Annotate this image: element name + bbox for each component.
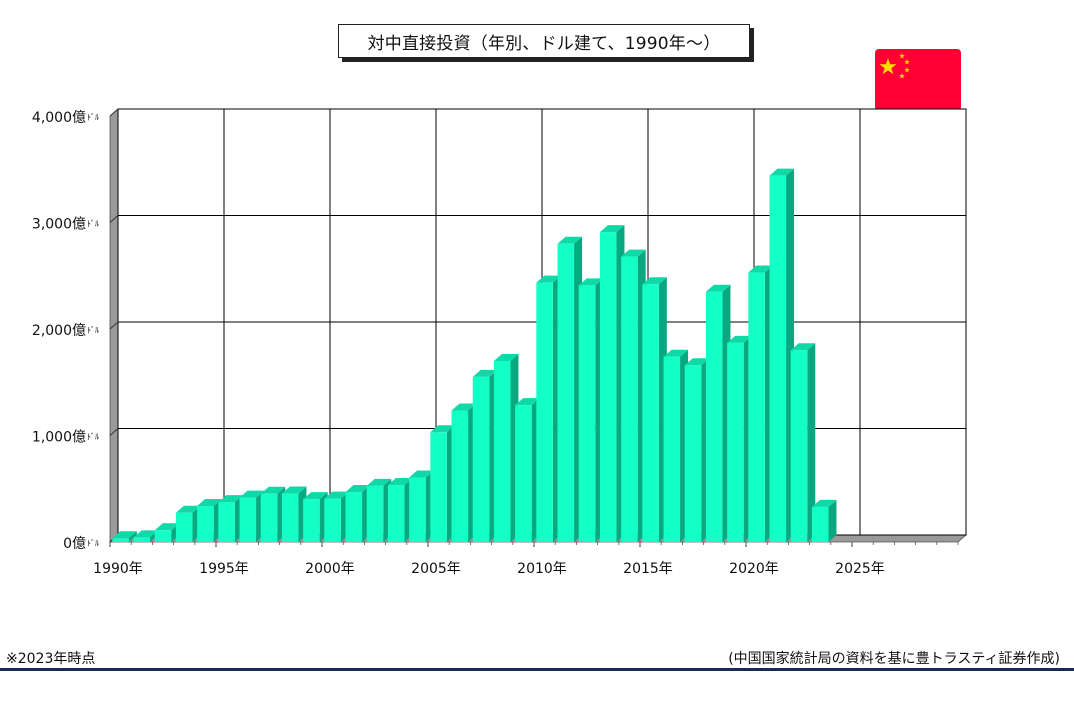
source-note: (中国国家統計局の資料を基に豊トラスティ証券作成): [728, 651, 1060, 667]
bar-2006: [451, 410, 469, 542]
bar-2017: [684, 365, 702, 542]
bar-top-2007: [472, 369, 498, 377]
bar-1996: [239, 497, 257, 542]
bar-top-2014: [621, 249, 646, 257]
bar-top-2023: [811, 499, 837, 507]
bar-2000: [324, 498, 341, 542]
bar-top-1999: [303, 492, 328, 500]
bar-top-1996: [239, 490, 265, 498]
bar-side-2022: [807, 343, 816, 542]
bar-2016: [663, 356, 681, 542]
bar-2014: [621, 256, 638, 542]
bar-1992: [154, 530, 172, 542]
chart-title: 対中直接投資（年別、ドル建て、1990年～）: [338, 24, 750, 58]
x-tick-label-5: 2015年: [623, 561, 673, 577]
x-tick-label-2: 2000年: [305, 561, 355, 577]
y-tick-label-1: 1,000億: [32, 430, 86, 446]
bar-top-2001: [345, 485, 371, 493]
y-tick-unit-0: ﾄﾞﾙ: [87, 539, 99, 548]
bar-side-2023: [828, 499, 837, 542]
bar-2009: [515, 405, 532, 542]
bar-top-2003: [387, 478, 413, 486]
bar-2010: [536, 282, 553, 542]
gridline-y-side-4: [109, 108, 119, 117]
y-tick-unit-1: ﾄﾞﾙ: [87, 433, 99, 442]
bar-top-2000: [324, 491, 349, 499]
bar-2021: [769, 175, 787, 542]
y-tick-label-3: 3,000億: [32, 217, 86, 233]
bar-top-2005: [430, 425, 455, 433]
bar-2013: [599, 232, 617, 542]
bar-2023: [811, 506, 829, 542]
bar-2002: [366, 485, 384, 542]
bar-top-2020: [748, 265, 773, 273]
bar-top-2004: [409, 470, 434, 478]
bar-2022: [790, 350, 808, 542]
bar-2011: [557, 243, 575, 543]
x-tick-label-1: 1995年: [199, 561, 249, 577]
x-tick-label-7: 2025年: [835, 561, 885, 577]
bar-top-2015: [642, 277, 667, 285]
bar-top-1990: [112, 531, 137, 539]
bar-1990: [112, 538, 129, 542]
bar-top-2006: [451, 403, 477, 411]
bar-top-2010: [536, 275, 561, 283]
bar-top-2009: [515, 398, 540, 406]
bar-top-2022: [790, 343, 816, 351]
bar-top-2008: [493, 353, 519, 361]
bar-top-1993: [175, 505, 201, 513]
footnote: ※2023年時点: [6, 651, 96, 667]
bar-2020: [748, 272, 765, 542]
bar-top-1991: [133, 530, 159, 538]
bar-top-2016: [663, 349, 689, 357]
bar-1998: [281, 493, 299, 542]
bar-2018: [705, 291, 723, 542]
bar-1997: [260, 493, 278, 542]
y-tick-label-4: 4,000億: [32, 110, 86, 126]
bar-chart: 0億 ﾄﾞﾙ1,000億 ﾄﾞﾙ2,000億 ﾄﾞﾙ3,000億 ﾄﾞﾙ4,000億 ﾄﾞ…: [32, 108, 968, 577]
y-tick-unit-2: ﾄﾞﾙ: [87, 326, 99, 335]
bar-1999: [303, 499, 320, 542]
bar-2004: [409, 477, 426, 542]
bar-top-2011: [557, 236, 583, 244]
bar-2008: [493, 360, 511, 542]
bar-top-2017: [684, 358, 710, 366]
bar-1994: [197, 506, 214, 542]
gridline-y-side-1: [109, 428, 119, 436]
bar-1993: [175, 512, 193, 542]
bar-2001: [345, 492, 363, 542]
bar-top-1992: [154, 523, 180, 531]
bar-2019: [727, 342, 744, 542]
y-tick-unit-3: ﾄﾞﾙ: [87, 220, 99, 229]
bar-1995: [218, 502, 235, 542]
bar-top-2012: [578, 278, 604, 286]
bar-top-2002: [366, 478, 392, 486]
gridline-y-side-2: [109, 321, 119, 330]
bar-2012: [578, 285, 596, 542]
x-tick-label-0: 1990年: [93, 561, 143, 577]
y-tick-label-2: 2,000億: [32, 323, 86, 339]
x-tick-label-4: 2010年: [517, 561, 567, 577]
bar-top-1997: [260, 486, 286, 494]
bar-2003: [387, 485, 405, 542]
bar-top-2021: [769, 168, 795, 176]
bar-1991: [133, 537, 151, 542]
bar-top-1995: [218, 495, 243, 503]
bar-2015: [642, 284, 659, 542]
x-tick-label-3: 2005年: [411, 561, 461, 577]
y-tick-label-0: 0億: [63, 536, 86, 552]
bar-top-2013: [599, 225, 625, 233]
bar-side-1990: [128, 531, 137, 542]
bar-top-1998: [281, 486, 307, 494]
bar-top-2019: [727, 335, 752, 343]
bar-top-1994: [197, 499, 222, 507]
bar-top-2018: [705, 284, 731, 292]
footer-divider: [0, 668, 1074, 671]
y-tick-unit-4: ﾄﾞﾙ: [87, 113, 99, 122]
bar-2005: [430, 432, 447, 542]
bar-2007: [472, 376, 490, 542]
x-tick-label-6: 2020年: [729, 561, 779, 577]
gridline-y-side-3: [109, 215, 119, 223]
